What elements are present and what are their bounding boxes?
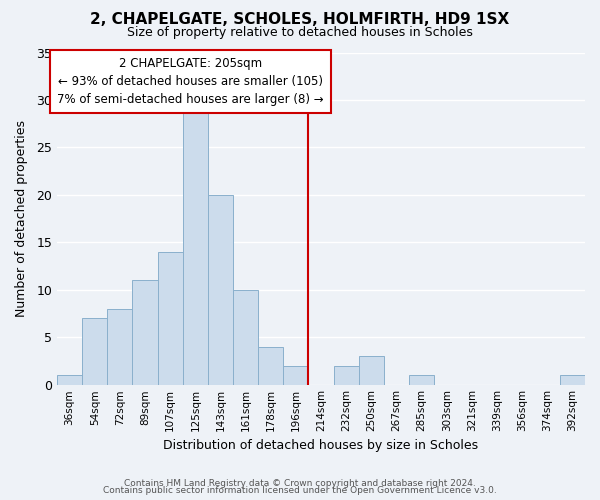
Bar [183,110,208,385]
Bar [133,280,158,385]
Bar [283,366,308,385]
Bar [560,376,585,385]
Text: Contains HM Land Registry data © Crown copyright and database right 2024.: Contains HM Land Registry data © Crown c… [124,478,476,488]
Bar [57,376,82,385]
Bar [107,309,133,385]
Bar [359,356,384,385]
Text: Contains public sector information licensed under the Open Government Licence v3: Contains public sector information licen… [103,486,497,495]
Y-axis label: Number of detached properties: Number of detached properties [15,120,28,317]
Bar [82,318,107,385]
X-axis label: Distribution of detached houses by size in Scholes: Distribution of detached houses by size … [163,440,479,452]
Bar [158,252,183,385]
Bar [233,290,258,385]
Bar [409,376,434,385]
Text: 2 CHAPELGATE: 205sqm
← 93% of detached houses are smaller (105)
7% of semi-detac: 2 CHAPELGATE: 205sqm ← 93% of detached h… [57,57,323,106]
Bar [334,366,359,385]
Bar [208,195,233,385]
Bar [258,347,283,385]
Text: 2, CHAPELGATE, SCHOLES, HOLMFIRTH, HD9 1SX: 2, CHAPELGATE, SCHOLES, HOLMFIRTH, HD9 1… [91,12,509,28]
Text: Size of property relative to detached houses in Scholes: Size of property relative to detached ho… [127,26,473,39]
